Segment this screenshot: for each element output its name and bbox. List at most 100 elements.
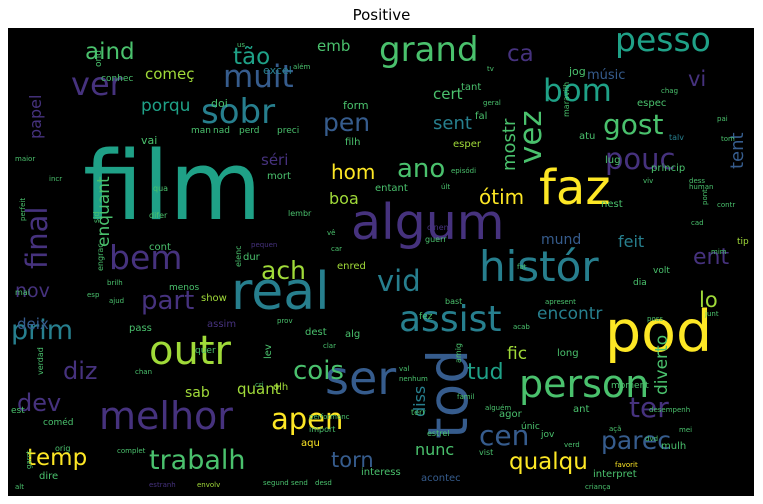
word-alguém: alguém	[485, 404, 511, 412]
word-sid: sid	[92, 212, 101, 223]
word-vist: vist	[479, 448, 493, 457]
word-cad: cad	[691, 219, 704, 227]
word-perd: perd	[239, 126, 260, 136]
word-vez: vez	[513, 110, 549, 164]
word-outr: outr	[149, 328, 232, 374]
word-chan: chan	[135, 368, 152, 376]
word-ajud: ajud	[109, 297, 124, 305]
word-terr: terr	[411, 408, 426, 417]
word-mim: mim	[711, 248, 727, 256]
word-mort: mort	[267, 171, 291, 182]
word-pesso: pesso	[615, 29, 711, 59]
word-lug: lug	[605, 155, 620, 166]
word-garot: garot	[25, 450, 33, 469]
word-qualqu: qualqu	[509, 449, 588, 475]
word-excel: excel	[263, 64, 292, 77]
word-guerr: guerr	[425, 235, 447, 244]
word-engraç: engraç	[96, 243, 105, 271]
word-diverto: diverto	[652, 335, 672, 395]
word-junt: junt	[704, 310, 719, 318]
word-pai: pai	[717, 115, 728, 123]
word-mei: mei	[679, 426, 692, 434]
word-tent: tent	[727, 132, 748, 169]
word-apen: apen	[271, 402, 343, 436]
word-orig: orig	[55, 444, 70, 453]
word-nov: nov	[15, 280, 50, 302]
word-fez: fez	[419, 312, 433, 322]
word-prov: prov	[277, 317, 293, 325]
word-açã: açã	[609, 425, 621, 433]
word-filh: filh	[345, 137, 360, 148]
word-enquant: enquant	[94, 176, 114, 247]
word-agor: agor	[499, 409, 523, 420]
word-moment: moment	[611, 381, 649, 391]
word-criança: criança	[585, 483, 611, 491]
word-alt: alt	[15, 483, 24, 491]
word-us: us	[237, 41, 245, 49]
word-menos: menos	[169, 283, 200, 293]
word-perfeit: perfeit	[19, 198, 27, 221]
word-man: man	[191, 126, 211, 136]
word-diss: diss	[410, 386, 429, 417]
word-diz: diz	[63, 357, 98, 385]
word-person: person	[519, 362, 649, 406]
word-coméd: coméd	[43, 417, 73, 428]
word-send: send	[291, 479, 308, 487]
word-dev: dev	[17, 389, 61, 417]
word-únic: únic	[521, 422, 540, 432]
word-pass: pass	[129, 323, 152, 334]
word-tão: tão	[233, 44, 270, 70]
word-tod: tod	[416, 349, 480, 439]
word-encontr: encontr	[537, 304, 602, 324]
word-ótim: ótim	[479, 185, 524, 209]
word-segund: segund	[263, 479, 289, 487]
word-mai: mai	[15, 288, 30, 297]
word-brilh: brilh	[107, 279, 123, 287]
word-verdad: verdad	[36, 347, 45, 375]
word-faz: faz	[539, 160, 611, 216]
word-sab: sab	[185, 385, 210, 401]
word-nest: nest	[601, 199, 623, 210]
word-geral: geral	[483, 99, 501, 107]
word-envolv: envolv	[197, 481, 220, 489]
word-part: part	[141, 286, 194, 316]
word-torn: torn	[331, 448, 374, 472]
word-fat: fat	[517, 263, 527, 271]
word-elenc: elenc	[234, 245, 243, 267]
word-tom: tom	[721, 135, 735, 143]
word-parec: parec	[601, 426, 671, 455]
word-preci: preci	[277, 126, 299, 136]
word-fic: fic	[507, 344, 527, 364]
word-algum: algum	[351, 194, 505, 251]
word-assim: assim	[207, 319, 236, 330]
word-estranh: estranh	[149, 481, 176, 489]
word-maior: maior	[15, 155, 35, 163]
word-jov: jov	[540, 430, 555, 440]
word-gost: gost	[603, 108, 663, 141]
word-cen: cen	[479, 419, 529, 452]
word-esper: esper	[453, 139, 482, 150]
word-grand: grand	[379, 30, 479, 70]
word-tv: tv	[487, 65, 494, 73]
word-complet: complet	[117, 447, 146, 455]
word-est: est	[11, 406, 25, 416]
word-princip: princip	[651, 163, 685, 174]
word-lev: lev	[263, 344, 274, 359]
word-pen: pen	[323, 108, 370, 137]
word-acab: acab	[513, 323, 530, 331]
word-porqu: porqu	[141, 96, 190, 116]
word-contr: contr	[717, 201, 735, 209]
word-enred: enred	[337, 261, 366, 272]
word-ent: ent	[693, 245, 729, 270]
word-muit: muit	[223, 59, 294, 95]
word-human: human	[689, 183, 713, 191]
word-verd: verd	[564, 441, 580, 449]
word-nad: nad	[213, 126, 230, 136]
word-qua: qua	[153, 184, 168, 193]
word-nunc: nunc	[415, 440, 454, 459]
word-doi: doi	[211, 97, 228, 110]
word-papel: papel	[26, 95, 45, 139]
word-ano: ano	[397, 154, 445, 184]
word-lembr: lembr	[288, 209, 312, 218]
word-vê: vê	[327, 229, 335, 237]
